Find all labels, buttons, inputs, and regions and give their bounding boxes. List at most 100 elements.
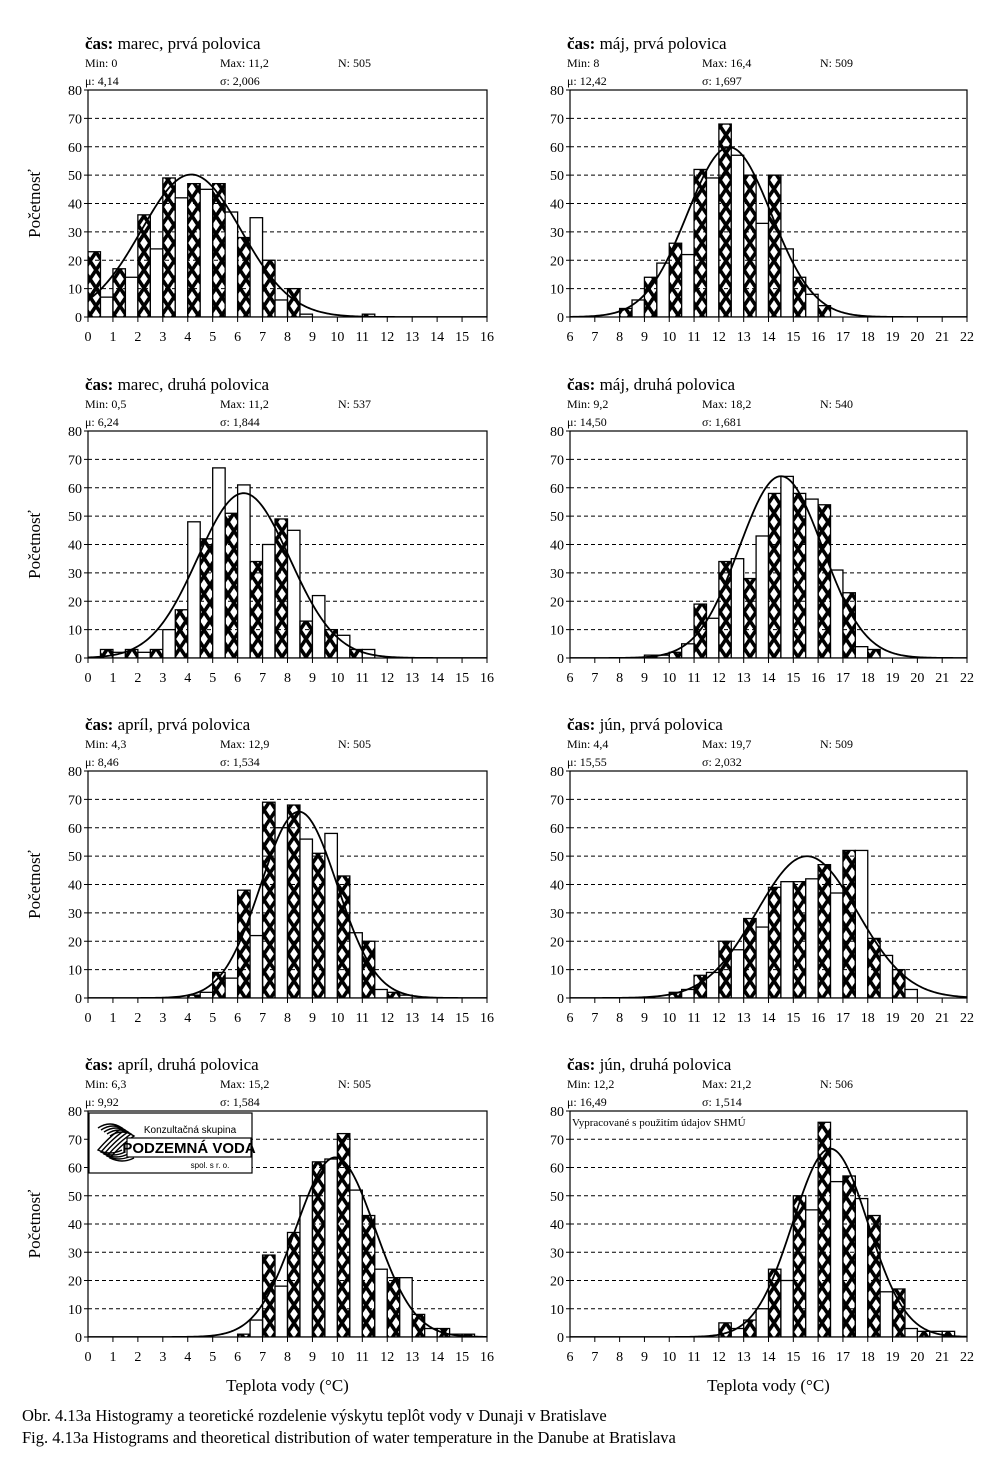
y-tick-label: 70 [68,453,82,468]
x-tick-label: 13 [405,1011,419,1026]
x-tick-label: 13 [405,1350,419,1365]
y-axis-label: Početnosť [25,1190,44,1259]
x-tick-label: 8 [284,330,291,345]
y-tick-label: 10 [550,1303,564,1318]
histogram-bar [199,538,214,658]
histogram-bar [854,849,869,998]
x-tick-label: 8 [616,1011,623,1026]
stat-mu: μ: 8,46 [85,755,119,769]
x-tick-label: 10 [662,671,676,686]
stat-max: Max: 16,4 [702,56,751,70]
x-tick-label: 22 [960,1011,974,1026]
histogram-bar [631,299,646,317]
histogram-bar [137,651,151,658]
histogram-bar [656,262,670,317]
y-tick-label: 20 [550,595,564,610]
stat-sigma: σ: 1,534 [220,755,260,769]
x-tick-label: 5 [209,330,216,345]
histogram-bar [842,849,856,998]
y-tick-label: 60 [550,1162,564,1177]
y-tick-label: 50 [550,169,564,184]
y-tick-label: 40 [68,198,82,213]
histogram-bar [767,886,782,998]
histogram-bar [805,878,819,998]
x-tick-label: 0 [85,1011,92,1026]
y-tick-label: 30 [550,907,564,922]
y-tick-label: 30 [68,567,82,582]
y-tick-label: 0 [75,652,82,667]
x-tick-label: 15 [786,330,800,345]
stat-n: N: 540 [820,397,853,411]
y-tick-label: 30 [68,226,82,241]
x-tick-label: 11 [356,1350,369,1365]
y-tick-label: 40 [68,879,82,894]
normal-curve [570,1147,967,1337]
y-tick-label: 70 [550,112,564,127]
stat-n: N: 509 [820,56,853,70]
histogram-bar [236,484,251,658]
x-tick-label: 6 [567,330,574,345]
chart-title: čas: apríl, prvá polovica [85,715,251,734]
y-tick-label: 60 [550,482,564,497]
y-tick-label: 40 [68,1218,82,1233]
x-tick-label: 20 [910,1350,924,1365]
x-tick-label: 7 [591,1350,598,1365]
x-tick-label: 5 [209,1350,216,1365]
y-tick-label: 60 [550,141,564,156]
chart-title: čas: jún, prvá polovica [567,715,723,734]
stat-sigma: σ: 1,514 [702,1095,742,1109]
y-tick-label: 80 [68,1105,82,1120]
y-tick-label: 70 [550,453,564,468]
x-tick-label: 1 [109,330,116,345]
x-tick-label: 17 [836,330,850,345]
x-tick-label: 1 [109,671,116,686]
y-axis-label: Početnosť [25,169,44,238]
x-tick-label: 9 [641,1011,648,1026]
chart-title: čas: máj, prvá polovica [567,34,727,53]
x-tick-label: 8 [616,330,623,345]
histogram-bar [361,1214,376,1337]
x-tick-label: 3 [159,1011,166,1026]
stat-min: Min: 4,4 [567,737,608,751]
histogram-bar [311,852,326,998]
histogram-bar [374,1268,388,1337]
x-tick-label: 21 [935,330,949,345]
stat-n: N: 505 [338,56,371,70]
x-tick-label: 4 [184,671,191,686]
x-tick-label: 16 [811,1011,825,1026]
x-tick-label: 20 [910,330,924,345]
x-tick-label: 12 [712,671,726,686]
y-tick-label: 30 [550,1246,564,1261]
histogram-bar [730,154,745,317]
x-tick-label: 10 [662,1011,676,1026]
y-tick-label: 60 [550,822,564,837]
x-tick-label: 11 [687,1011,700,1026]
stat-mu: μ: 4,14 [85,74,119,88]
stat-sigma: σ: 1,681 [702,415,742,429]
x-tick-label: 4 [184,1350,191,1365]
stat-n: N: 505 [338,737,371,751]
stat-mu: μ: 16,49 [567,1095,607,1109]
bars [570,849,967,998]
x-tick-label: 15 [455,1011,469,1026]
y-tick-label: 10 [550,624,564,639]
x-tick-label: 3 [159,1350,166,1365]
x-tick-label: 13 [405,671,419,686]
x-tick-label: 15 [455,671,469,686]
y-tick-label: 60 [68,482,82,497]
x-tick-label: 7 [259,1011,266,1026]
y-tick-label: 20 [68,1275,82,1290]
y-tick-label: 50 [68,1190,82,1205]
y-tick-label: 80 [550,1105,564,1120]
x-tick-label: 6 [234,1350,241,1365]
stat-mu: μ: 12,42 [567,74,607,88]
x-tick-label: 10 [330,671,344,686]
y-tick-label: 80 [550,425,564,440]
histogram-bar [274,827,289,998]
chart-title: čas: apríl, druhá polovica [85,1055,259,1074]
chart-4: čas: máj, druhá polovica Min: 9,2 Max: 18,… [550,375,974,686]
x-tick-label: 16 [480,330,494,345]
y-tick-label: 70 [550,1133,564,1148]
x-tick-label: 1 [109,1011,116,1026]
x-tick-label: 14 [430,671,444,686]
